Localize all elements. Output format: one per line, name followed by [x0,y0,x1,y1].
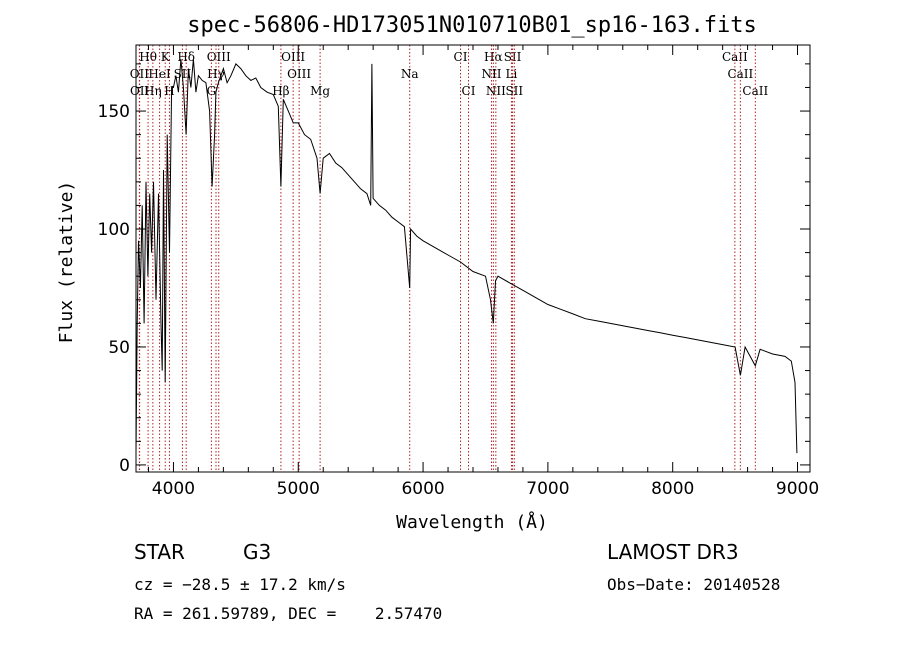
line-label: NII [486,84,506,98]
obs-date: Obs−Date: 20140528 [607,575,781,594]
line-label: K [161,50,171,64]
line-label: G [207,84,217,98]
line-label: Mg [310,84,330,98]
line-label: Li [506,67,518,81]
line-label: CaII [722,50,748,64]
x-tick-label: 6000 [401,479,444,499]
line-label: CaII [742,84,768,98]
y-axis-title: Flux (relative) [56,181,77,344]
plot-axes: 4000 5000 6000 7000 8000 9000 0 50 100 150 [98,44,819,499]
survey-name: LAMOST DR3 [607,540,739,564]
line-label: Hβ [272,84,289,98]
spectrum-line [135,59,798,454]
x-tick-label: 8000 [651,479,694,499]
x-axis-title: Wavelength (Å) [396,511,548,533]
object-class: STAR [134,540,185,564]
line-label: SII [504,50,522,64]
object-subclass: G3 [243,540,272,564]
chart-title: spec-56806-HD173051N010710B01_sp16-163.f… [187,13,757,38]
redshift-readout: cz = −28.5 ± 17.2 km/s [134,575,346,594]
y-tick-label: 100 [98,220,130,240]
y-tick-label: 0 [119,456,130,476]
line-label: CaII [727,67,753,81]
line-label: Hθ [139,50,157,64]
line-label: Hη [144,84,162,98]
x-tick-label: 5000 [277,479,320,499]
line-label: OIII [207,50,231,64]
line-label: OII [130,84,150,98]
x-tick-label: 4000 [152,479,195,499]
y-tick-label: 50 [108,338,130,358]
plot-frame [135,44,811,473]
x-tick-label: 9000 [776,479,819,499]
x-tick-label: 7000 [526,479,569,499]
line-label: NII [481,67,501,81]
line-label: HeI [148,67,171,81]
spectrum-series [135,59,798,454]
line-label: OIII [281,50,305,64]
line-label: Hα [484,50,503,64]
line-label: OIII [287,67,311,81]
coordinates-readout: RA = 261.59789, DEC = 2.57470 [134,604,443,623]
line-label: Na [401,67,419,81]
line-label: Hδ [177,50,195,64]
line-label: Hγ [207,67,225,81]
line-label: CI [462,84,476,98]
line-label: CI [454,50,468,64]
line-label: SII [505,84,523,98]
y-tick-label: 150 [98,102,130,122]
line-label: H [164,84,174,98]
